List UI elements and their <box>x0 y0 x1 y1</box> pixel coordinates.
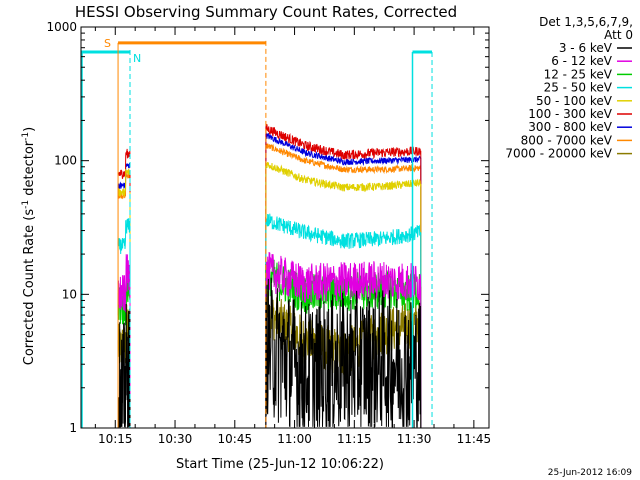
plot-timestamp: 25-Jun-2012 16:09 <box>548 468 632 478</box>
legend-entry-label: 3 - 6 keV <box>559 41 613 55</box>
series-line <box>118 277 422 429</box>
chart-title: HESSI Observing Summary Count Rates, Cor… <box>75 3 457 21</box>
plot-frame <box>80 26 490 429</box>
y-tick-label: 100 <box>54 154 77 168</box>
axes: 10:15 10:30 10:45 11:00 11:15 11:30 11:45 1 10 10… <box>46 20 491 446</box>
legend-entry-label: 6 - 12 keV <box>551 54 613 68</box>
legend-header-2: Att 0 <box>604 28 633 42</box>
legend-entry-label: 7000 - 20000 keV <box>505 147 612 161</box>
y-axis-label: Corrected Count Rate (s-1 detector-1) <box>21 127 37 365</box>
marker-label-n: N <box>133 52 141 65</box>
y-tick-label: 10 <box>62 287 77 301</box>
legend-entry-label: 100 - 300 keV <box>528 107 612 121</box>
legend-header-1: Det 1,3,5,6,7,9, <box>539 15 633 29</box>
y-axis-label-main: Corrected Count Rate (s <box>22 209 37 366</box>
plot-area: SN <box>81 37 433 429</box>
y-axis-label-sup1: -1 <box>21 200 31 209</box>
x-tick-label: 10:30 <box>158 432 193 446</box>
x-tick-label: 10:15 <box>98 432 133 446</box>
x-tick-label: 11:45 <box>457 432 492 446</box>
y-tick-label: 1000 <box>46 20 77 34</box>
legend-entry-label: 12 - 25 keV <box>544 67 613 81</box>
x-tick-label: 11:00 <box>277 432 312 446</box>
x-tick-label: 11:30 <box>397 432 432 446</box>
y-axis-label-sup2: -1 <box>21 132 31 141</box>
y-axis-label-end: ) <box>22 127 37 132</box>
y-tick-label: 1 <box>69 421 77 435</box>
legend-entry-label: 25 - 50 keV <box>544 81 613 95</box>
x-axis-label: Start Time (25-Jun-12 10:06:22) <box>176 457 384 472</box>
y-axis-label-mid: detector <box>22 140 37 200</box>
legend-entry-label: 300 - 800 keV <box>528 120 612 134</box>
legend-entry-label: 800 - 7000 keV <box>521 133 613 147</box>
legend-entry-label: 50 - 100 keV <box>536 94 613 108</box>
x-tick-label: 11:15 <box>337 432 372 446</box>
x-tick-label: 10:45 <box>218 432 253 446</box>
marker-label-s: S <box>104 37 111 50</box>
